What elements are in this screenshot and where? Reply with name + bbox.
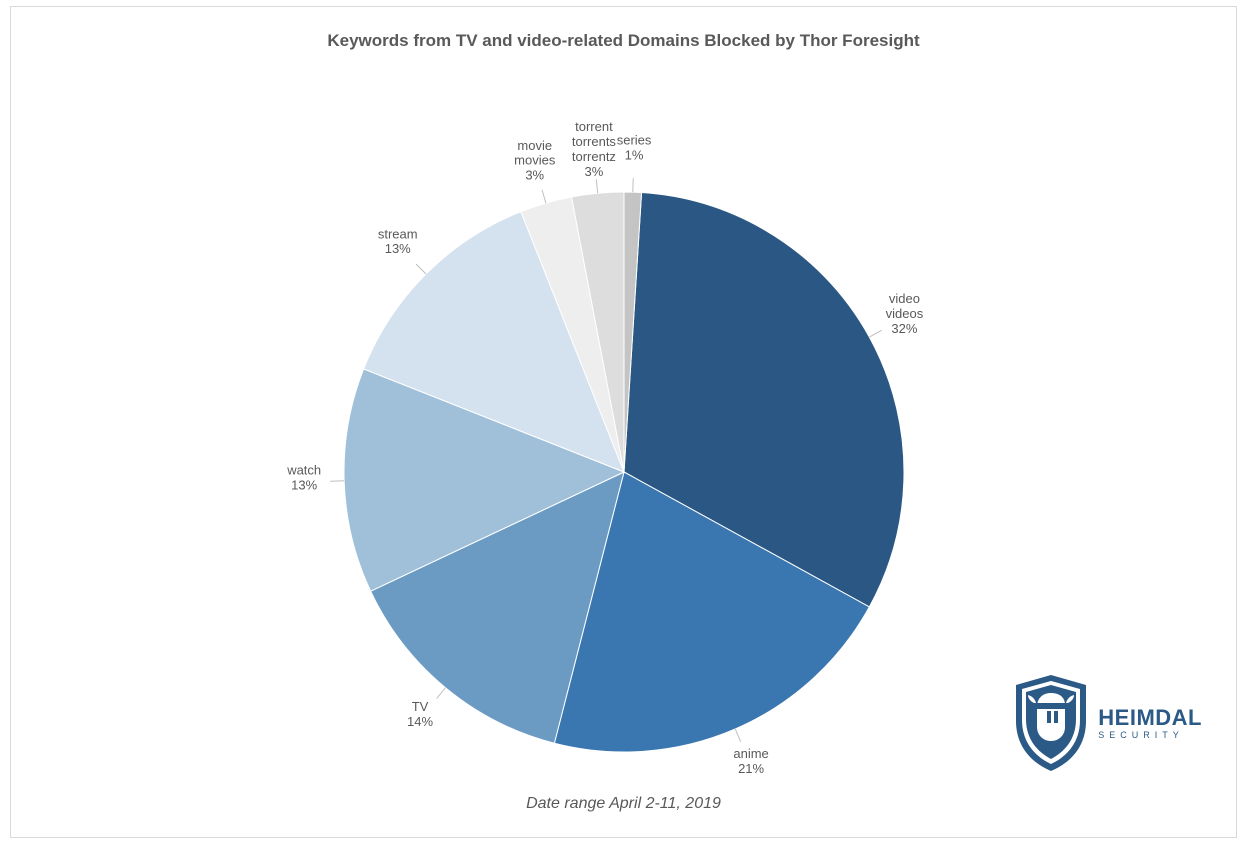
chart-footer: Date range April 2-11, 2019 <box>11 795 1236 813</box>
brand-name: HEIMDAL <box>1098 707 1202 729</box>
shield-icon <box>1010 673 1092 773</box>
slice-label: moviemovies3% <box>514 138 556 183</box>
slice-label: anime21% <box>733 746 768 776</box>
slice-label: stream13% <box>377 226 417 256</box>
pie-chart: videovideos32% anime21% TV14% watch13% strea… <box>164 132 1084 812</box>
chart-title: Keywords from TV and video-related Domai… <box>11 31 1236 51</box>
slice-label: torrenttorrentstorrentz3% <box>571 119 616 179</box>
brand-text: HEIMDAL SECURITY <box>1098 707 1202 740</box>
leader-line <box>541 189 545 202</box>
leader-line <box>436 688 445 699</box>
slice-label: videovideos32% <box>885 291 923 336</box>
slice-label: watch13% <box>286 462 321 492</box>
pie-svg: videovideos32% anime21% TV14% watch13% strea… <box>164 132 1084 812</box>
slice-label: TV14% <box>407 699 433 729</box>
leader-line <box>596 179 597 193</box>
leader-line <box>735 729 741 742</box>
slice-label: series1% <box>616 132 651 162</box>
leader-line <box>416 264 426 274</box>
leader-line <box>869 330 881 337</box>
brand-logo: HEIMDAL SECURITY <box>1010 673 1202 773</box>
brand-tagline: SECURITY <box>1098 731 1202 740</box>
chart-frame: Keywords from TV and video-related Domai… <box>10 6 1237 838</box>
